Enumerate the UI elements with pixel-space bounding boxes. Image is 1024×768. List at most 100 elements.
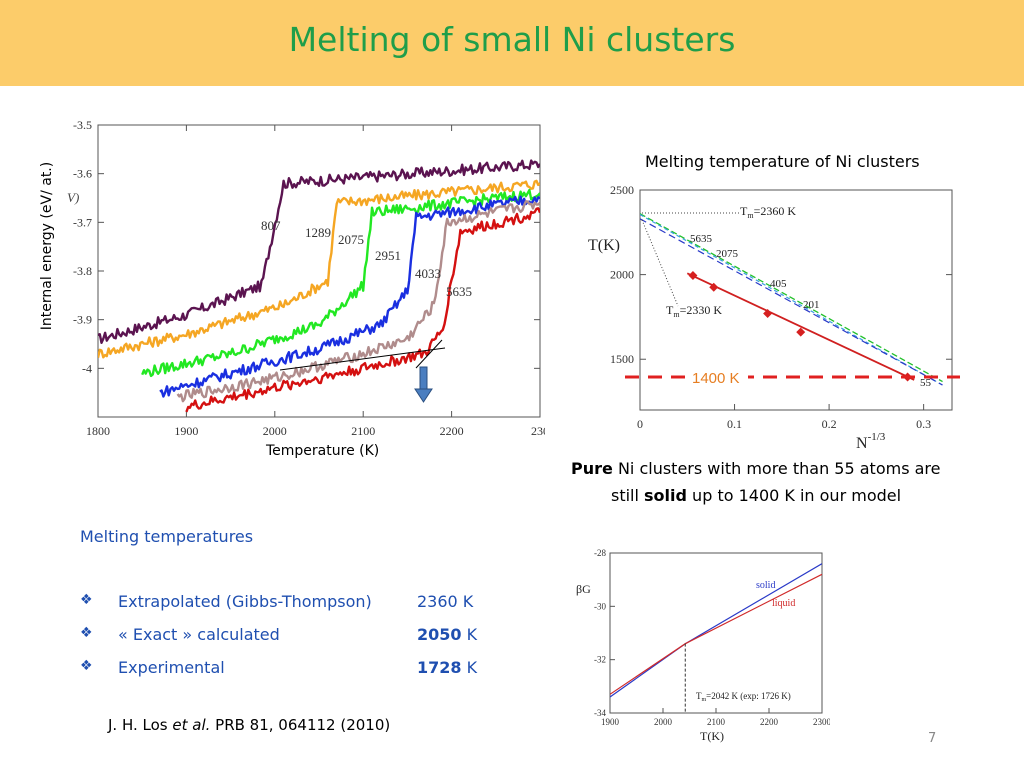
right-chart-caption: Melting temperature of Ni clusters: [645, 152, 920, 171]
y-tick-label: 2500: [610, 183, 634, 197]
slide-title: Melting of small Ni clusters: [288, 20, 736, 59]
x-tick-label: 1900: [601, 717, 620, 727]
y-tick-label: -28: [594, 548, 606, 558]
pure-note-line2: still solid up to 1400 K in our model: [611, 486, 902, 505]
y-tick-label: -3.8: [73, 264, 92, 278]
tm-lower-leader: [641, 219, 679, 307]
x-tick-label: 2100: [707, 717, 726, 727]
x-tick-label: 2100: [351, 424, 375, 438]
page-number: 7: [928, 731, 937, 746]
data-point: [688, 270, 698, 280]
series-line-4033: [176, 200, 540, 403]
diamond-bullet-icon: ❖: [80, 625, 93, 641]
series-group: [98, 159, 540, 413]
y-tick-label: -30: [594, 601, 606, 611]
melting-row-value: 1728 K: [417, 658, 478, 677]
melting-row-extrapolated: ❖ Extrapolated (Gibbs-Thompson) 2360 K: [80, 592, 500, 616]
melting-row-exact: ❖ « Exact » calculated 2050 K: [80, 625, 500, 649]
x-tick-label: 2200: [440, 424, 464, 438]
melting-temperature-chart: 2500 2000 1500 0 0.1 0.2 0.3 T(K) N-1/3 Tm=236…: [588, 183, 960, 452]
data-point: [709, 282, 719, 292]
data-points: [688, 270, 913, 382]
right-chart-xlabel: N-1/3: [856, 431, 886, 452]
series-line-1289: [98, 179, 540, 359]
tm-lower-label: Tm=2330 K: [666, 303, 722, 319]
tm-upper-label: Tm=2360 K: [740, 204, 796, 220]
x-tick-label: 1900: [174, 424, 198, 438]
tangent-line: [279, 347, 446, 371]
x-tick-label: 0.2: [822, 417, 837, 431]
line-1400-label: 1400 K: [692, 370, 740, 387]
x-tick-label: 2000: [654, 717, 673, 727]
y-tick-label: 2000: [610, 268, 634, 282]
diamond-bullet-icon: ❖: [80, 658, 93, 674]
series-label-4033: 4033: [415, 266, 441, 281]
right-chart-ylabel: T(K): [588, 237, 620, 254]
series-line-5635: [185, 207, 540, 413]
melting-slope-line: [415, 339, 443, 369]
pure-note-line1: Pure Ni clusters with more than 55 atoms…: [571, 459, 941, 478]
melting-row-value: 2050 K: [417, 625, 478, 644]
x-tick-label: 0: [637, 417, 643, 431]
y-tick-label: 1500: [610, 352, 634, 366]
x-tick-label: 1800: [86, 424, 110, 438]
legend-liquid: liquid: [772, 598, 795, 609]
point-label-2075: 2075: [716, 248, 739, 260]
y-tick-label: -3.5: [73, 118, 92, 132]
title-bar: [0, 0, 1024, 86]
bottom-chart-xlabel: T(K): [700, 729, 724, 743]
label-backdrop: [686, 366, 748, 386]
melting-row-label: « Exact » calculated: [118, 625, 280, 644]
fit-lines: [640, 213, 943, 386]
series-line-2951: [159, 195, 540, 398]
y-tick-label: -4: [82, 361, 92, 375]
axis-ticks: -3.5 -3.6 -3.7 -3.8 -3.9 -4 1800 1900 2000 2100 22…: [73, 118, 545, 438]
diamond-bullet-icon: ❖: [80, 592, 93, 608]
x-tick-label: 2300: [813, 717, 830, 727]
axis-ticks: 2500 2000 1500 0 0.1 0.2 0.3: [610, 183, 952, 431]
x-tick-label: 2000: [263, 424, 287, 438]
legend-solid: solid: [756, 580, 775, 591]
chart-frame: [609, 552, 823, 714]
series-label-1289: 1289: [305, 225, 331, 240]
melting-heading: Melting temperatures: [80, 527, 254, 546]
point-label-405: 405: [770, 278, 787, 290]
data-point: [796, 327, 806, 337]
reference: J. H. Los et al. PRB 81, 064112 (2010): [108, 716, 391, 734]
fit-line-red: [686, 272, 915, 381]
point-label-201: 201: [803, 299, 820, 311]
series-label-807: 807: [261, 218, 281, 233]
internal-energy-chart: -3.5 -3.6 -3.7 -3.8 -3.9 -4 1800 1900 2000 2100 22…: [67, 118, 545, 438]
y-tick-label: -34: [594, 708, 606, 718]
melting-row-label: Experimental: [118, 658, 225, 677]
tm-annotation: Tm=2042 K (exp: 1726 K): [696, 691, 791, 703]
left-chart-ylabel: Internal energy (eV/ at.): [39, 161, 55, 331]
series-line-2075: [141, 188, 540, 378]
y-tick-label: -3.7: [73, 215, 92, 229]
fit-line-blue: [640, 218, 943, 386]
down-arrow-icon: [414, 388, 433, 403]
x-tick-label: 2200: [760, 717, 779, 727]
series-label-2951: 2951: [375, 248, 401, 263]
bottom-chart-ylabel: βG: [576, 582, 591, 596]
melting-row-experimental: ❖ Experimental 1728 K: [80, 658, 500, 682]
point-label-55: 55: [920, 377, 932, 389]
x-tick-label: 0.3: [916, 417, 931, 431]
y-tick-label: -3.6: [73, 167, 92, 181]
y-tick-label: -32: [594, 655, 606, 665]
data-point: [763, 309, 773, 319]
partial-axis-label: V): [67, 190, 79, 205]
series-label-5635: 5635: [446, 284, 472, 299]
series-label-2075: 2075: [338, 232, 364, 247]
xlabel-exponent: -1/3: [868, 431, 886, 443]
melting-row-label: Extrapolated (Gibbs-Thompson): [118, 592, 372, 611]
melting-row-value: 2360 K: [417, 592, 474, 611]
series-line-807: [98, 159, 540, 345]
x-tick-label: 230: [531, 424, 545, 438]
x-tick-label: 0.1: [727, 417, 742, 431]
point-label-5635: 5635: [690, 233, 713, 245]
series-group: [610, 563, 822, 713]
fit-line-green: [640, 213, 943, 383]
